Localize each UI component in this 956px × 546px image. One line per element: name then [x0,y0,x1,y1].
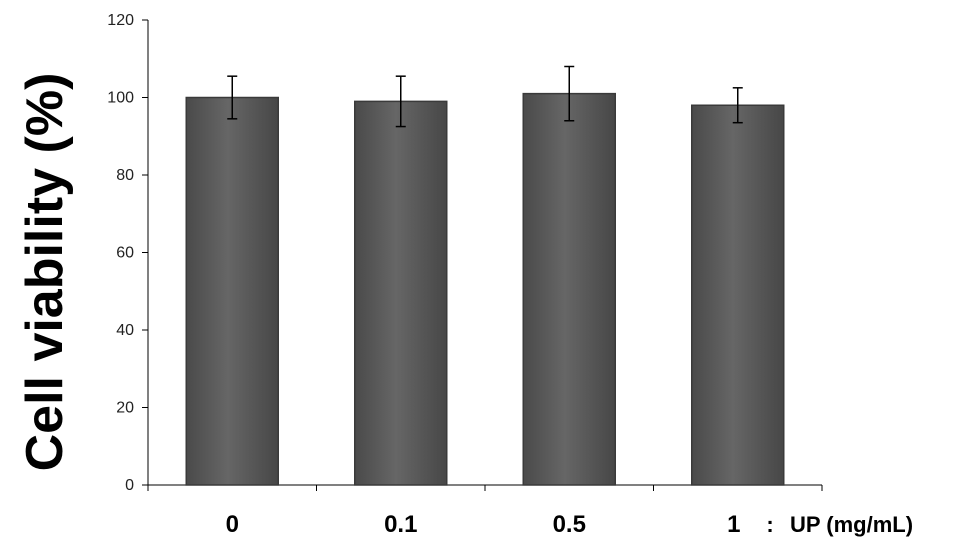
bar [354,100,448,486]
y-tick-label: 0 [125,477,134,494]
bar [691,104,785,486]
bars-group [185,65,785,486]
y-tick-label: 60 [116,245,134,262]
x-axis-title: UP (mg/mL) [790,512,913,537]
y-axis-title: Cell viability (%) [16,73,74,472]
y-tick-label: 100 [107,90,134,107]
y-tick-label: 20 [116,400,134,417]
bar [522,92,616,486]
y-tick-label: 80 [116,167,134,184]
y-tick-label: 120 [107,12,134,29]
bar [185,96,279,486]
y-tick-label: 40 [116,322,134,339]
x-tick-label: 0 [226,511,239,538]
x-tick-label: 0.5 [553,511,586,538]
x-tick-label: 0.1 [384,511,417,538]
x-tick-label: 1 [727,511,740,538]
labels-group: 0 20 40 60 80 100 120 0 0.1 0.5 1 [107,12,740,538]
x-axis-separator: : [766,512,773,537]
